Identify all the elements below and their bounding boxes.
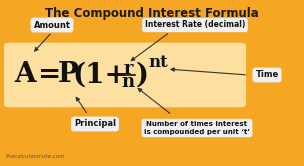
Text: Amount: Amount (33, 20, 71, 30)
Text: The Compound Interest Formula: The Compound Interest Formula (45, 7, 259, 20)
Text: Principal: Principal (74, 120, 116, 128)
FancyBboxPatch shape (4, 43, 246, 107)
Text: Time: Time (255, 71, 279, 80)
Text: thecalculatorsite.com: thecalculatorsite.com (6, 155, 65, 160)
Text: nt: nt (148, 54, 168, 72)
Text: ): ) (136, 61, 148, 88)
Text: P: P (57, 61, 78, 88)
Text: Interest Rate (decimal): Interest Rate (decimal) (145, 20, 245, 30)
Text: (1+: (1+ (72, 61, 128, 88)
Text: r: r (123, 60, 133, 78)
Text: =: = (38, 61, 62, 88)
Text: Number of times interest
is compounded per unit ‘t’: Number of times interest is compounded p… (144, 121, 250, 135)
Text: n: n (121, 73, 135, 91)
Text: A: A (14, 61, 36, 88)
